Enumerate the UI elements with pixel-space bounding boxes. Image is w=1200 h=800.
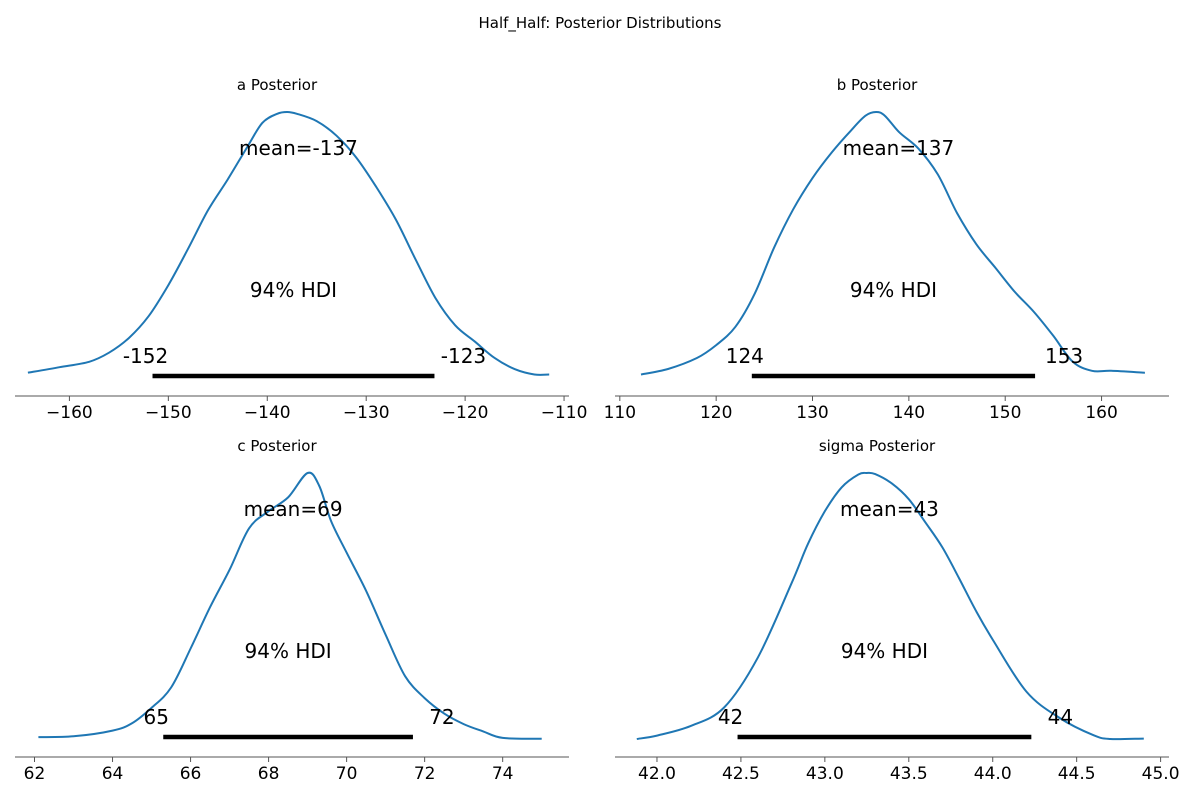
x-tick-label: 140 [893,403,925,423]
x-tick-label: 44.0 [974,764,1012,784]
x-tick-label: 45.0 [1142,764,1180,784]
x-tick-label: 74 [492,764,514,784]
mean-label: mean=43 [840,497,939,521]
x-tick-label: 62 [24,764,46,784]
hdi-lower-label: 65 [144,705,169,729]
hdi-lower-label: 124 [726,344,764,368]
posterior-panel-3: c Posterior 62 64 66 68 70 72 74 65 72 94% HDI mean… [15,437,569,784]
hdi-label: 94% HDI [250,278,337,302]
x-tick-label: 160 [1085,403,1117,423]
x-tick-label: −110 [541,403,588,423]
x-tick-label: 43.0 [806,764,844,784]
figure-title: Half_Half: Posterior Distributions [478,14,721,33]
hdi-lower-label: 42 [718,705,743,729]
x-tick-label: 72 [414,764,436,784]
x-tick-label: 66 [180,764,202,784]
x-tick-label: 42.0 [638,764,676,784]
density-curve [38,471,542,740]
x-tick-label: −130 [343,403,390,423]
panel-title: b Posterior [837,76,918,94]
panel-title: sigma Posterior [819,437,936,455]
panel-title: c Posterior [237,437,317,455]
posterior-panel-1: a Posterior −160 −150 −140 −130 −120 −110 -152 -… [15,76,587,423]
x-tick-label: 43.5 [890,764,928,784]
x-tick-label: 68 [258,764,280,784]
x-tick-label: 44.5 [1058,764,1096,784]
mean-label: mean=69 [244,497,343,521]
mean-label: mean=137 [843,136,955,160]
hdi-upper-label: 72 [429,705,454,729]
hdi-label: 94% HDI [245,639,332,663]
density-curve [636,471,1144,741]
density-curve [640,110,1145,376]
hdi-label: 94% HDI [850,278,937,302]
x-tick-label: 70 [336,764,358,784]
posterior-panel-2: b Posterior 110 120 130 140 150 160 124 153 94% H… [604,76,1169,423]
density-curve [27,110,550,376]
x-tick-label: 64 [102,764,124,784]
x-tick-label: −150 [145,403,192,423]
hdi-label: 94% HDI [841,639,928,663]
posterior-panel-4: sigma Posterior 42.0 42.5 43.0 43.5 44.0 44.5 4… [615,437,1180,784]
x-tick-label: −120 [442,403,489,423]
x-tick-label: −140 [244,403,291,423]
x-tick-label: −160 [46,403,93,423]
hdi-upper-label: 153 [1045,344,1083,368]
hdi-upper-label: -123 [441,344,486,368]
x-tick-label: 110 [604,403,636,423]
hdi-upper-label: 44 [1048,705,1073,729]
x-tick-label: 42.5 [722,764,760,784]
mean-label: mean=-137 [239,136,358,160]
panel-title: a Posterior [237,76,318,94]
x-tick-label: 120 [700,403,732,423]
x-tick-label: 130 [796,403,828,423]
hdi-lower-label: -152 [123,344,168,368]
x-tick-label: 150 [989,403,1021,423]
